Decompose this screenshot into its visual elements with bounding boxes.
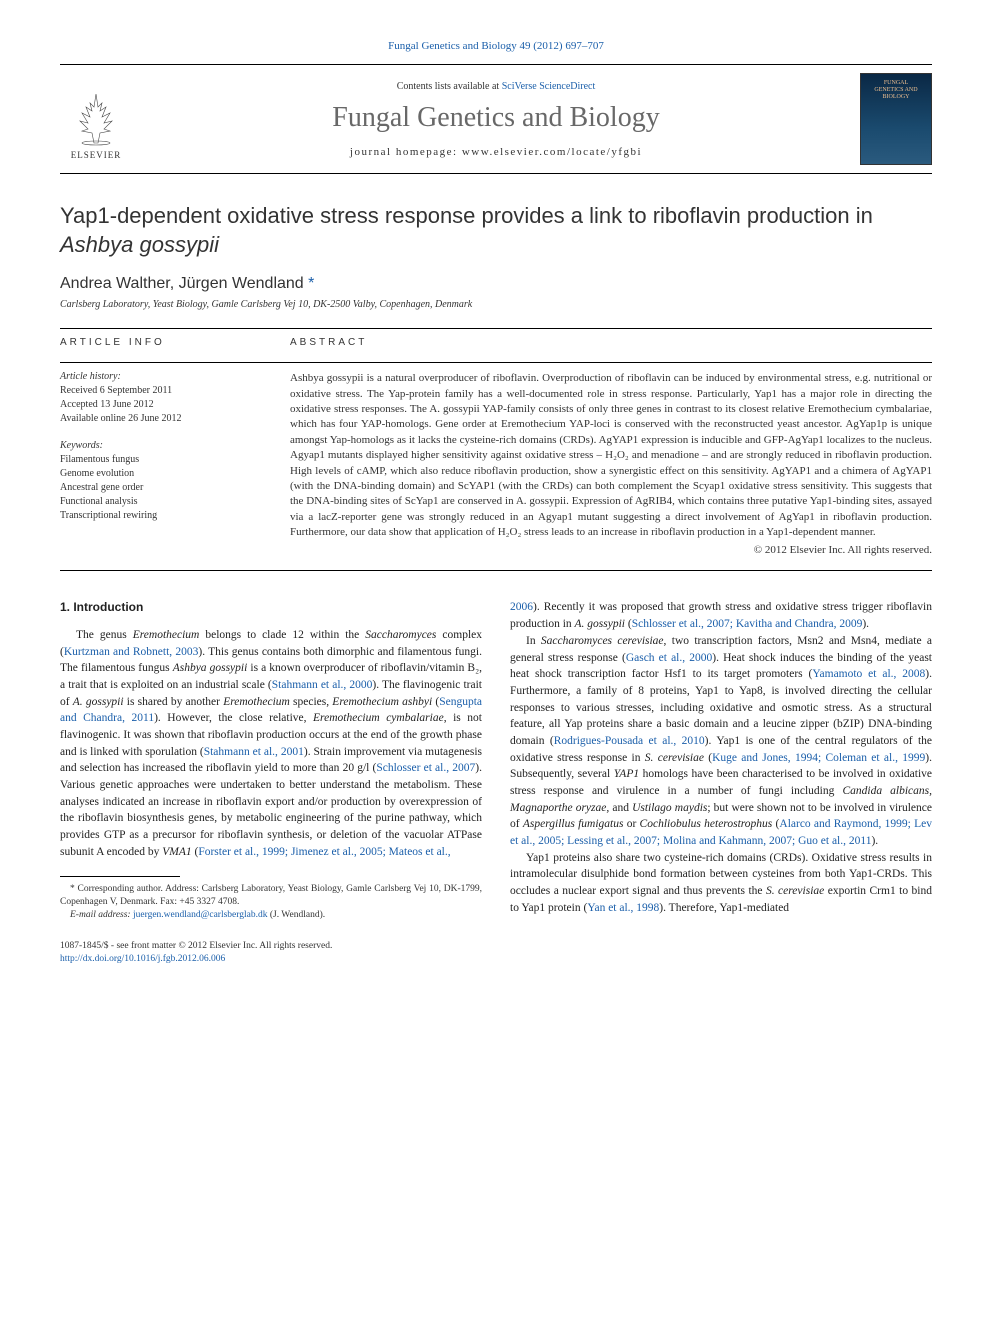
citation-link[interactable]: Kuge and Jones, 1994; Coleman et al., 19… (712, 752, 925, 764)
history-received: Received 6 September 2011 (60, 384, 260, 398)
citation-link[interactable]: Forster et al., 1999; Jimenez et al., 20… (198, 846, 450, 858)
intro-heading: 1. Introduction (60, 599, 482, 616)
abstract-text: Ashbya gossypii is a natural overproduce… (290, 371, 932, 540)
doi-link[interactable]: http://dx.doi.org/10.1016/j.fgb.2012.06.… (60, 954, 225, 964)
abstract-label: ABSTRACT (290, 337, 932, 348)
history-online: Available online 26 June 2012 (60, 412, 260, 426)
citation-link[interactable]: 2006 (510, 601, 533, 613)
affiliation: Carlsberg Laboratory, Yeast Biology, Gam… (60, 299, 932, 310)
abstract-copyright: © 2012 Elsevier Inc. All rights reserved… (290, 544, 932, 556)
sciencedirect-link[interactable]: SciVerse ScienceDirect (502, 81, 596, 92)
keyword: Functional analysis (60, 495, 260, 509)
citation-link[interactable]: Yamamoto et al., 2008 (812, 668, 925, 680)
keywords-label: Keywords: (60, 440, 260, 451)
citation-link[interactable]: Yan et al., 1998 (587, 902, 659, 914)
citation-link[interactable]: Stahmann et al., 2001 (204, 746, 304, 758)
body-paragraph: 2006). Recently it was proposed that gro… (510, 599, 932, 632)
abstract-block: Ashbya gossypii is a natural overproduce… (290, 371, 932, 556)
masthead: ELSEVIER Contents lists available at Sci… (60, 64, 932, 174)
corresponding-marker[interactable]: * (308, 275, 314, 292)
journal-homepage: journal homepage: www.elsevier.com/locat… (132, 146, 860, 158)
contents-available: Contents lists available at SciVerse Sci… (132, 81, 860, 92)
body-columns: 1. Introduction The genus Eremothecium b… (60, 599, 932, 921)
history-label: Article history: (60, 371, 260, 382)
article-info-label: ARTICLE INFO (60, 337, 260, 348)
issn-line: 1087-1845/$ - see front matter © 2012 El… (60, 940, 932, 953)
authors: Andrea Walther, Jürgen Wendland * (60, 275, 932, 293)
citation-link[interactable]: Gasch et al., 2000 (626, 652, 712, 664)
footer-bar: 1087-1845/$ - see front matter © 2012 El… (60, 940, 932, 967)
email-link[interactable]: juergen.wendland@carlsberglab.dk (133, 910, 268, 920)
article-title: Yap1-dependent oxidative stress response… (60, 202, 932, 259)
column-left: 1. Introduction The genus Eremothecium b… (60, 599, 482, 921)
keyword: Transcriptional rewiring (60, 509, 260, 523)
keyword: Ancestral gene order (60, 481, 260, 495)
body-paragraph: The genus Eremothecium belongs to clade … (60, 627, 482, 860)
journal-cover-thumb[interactable]: FUNGAL GENETICS AND BIOLOGY (860, 73, 932, 165)
citation-link[interactable]: Stahmann et al., 2000 (272, 679, 373, 691)
citation-link[interactable]: Schlosser et al., 2007; Kavitha and Chan… (632, 618, 863, 630)
body-paragraph: In Saccharomyces cerevisiae, two transcr… (510, 633, 932, 850)
publisher-logo[interactable]: ELSEVIER (60, 78, 132, 160)
keyword: Filamentous fungus (60, 453, 260, 467)
citation-link[interactable]: Schlosser et al., 2007 (376, 762, 475, 774)
cover-title: FUNGAL GENETICS AND BIOLOGY (874, 80, 917, 102)
body-paragraph: Yap1 proteins also share two cysteine-ri… (510, 850, 932, 917)
column-right: 2006). Recently it was proposed that gro… (510, 599, 932, 921)
journal-title: Fungal Genetics and Biology (132, 102, 860, 134)
citation-link[interactable]: Kurtzman and Robnett, 2003 (64, 646, 199, 658)
publisher-name: ELSEVIER (71, 150, 122, 160)
homepage-url[interactable]: www.elsevier.com/locate/yfgbi (462, 146, 642, 158)
corresponding-footnote: * Corresponding author. Address: Carlsbe… (60, 883, 482, 909)
keyword: Genome evolution (60, 467, 260, 481)
history-accepted: Accepted 13 June 2012 (60, 398, 260, 412)
article-info-block: Article history: Received 6 September 20… (60, 371, 260, 556)
citation-link[interactable]: Rodrigues-Pousada et al., 2010 (554, 735, 705, 747)
email-footnote: E-mail address: juergen.wendland@carlsbe… (60, 909, 482, 922)
header-citation[interactable]: Fungal Genetics and Biology 49 (2012) 69… (60, 40, 932, 52)
masthead-center: Contents lists available at SciVerse Sci… (132, 81, 860, 158)
elsevier-tree-icon (70, 89, 122, 147)
